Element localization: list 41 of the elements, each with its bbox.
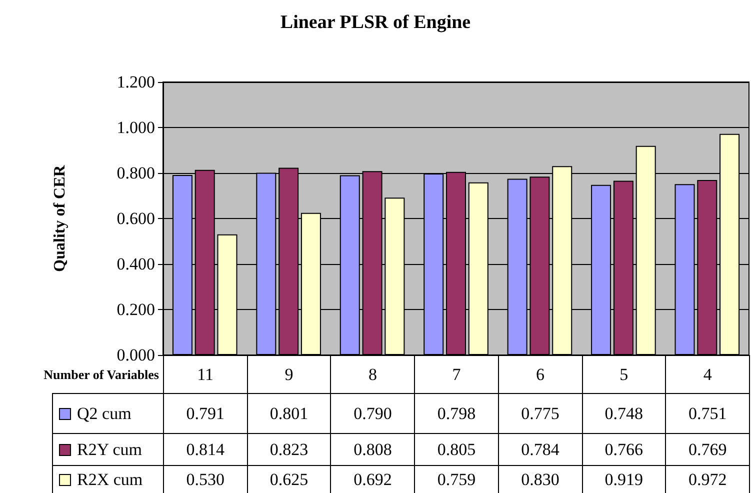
data-label: 0.748 [582, 393, 666, 434]
data-label: 0.919 [582, 465, 666, 493]
x-tick-label: 7 [414, 355, 499, 394]
data-label: 0.759 [414, 465, 499, 493]
data-label: 0.530 [163, 465, 248, 493]
legend-label: R2Y cum [77, 440, 142, 460]
data-label: 0.775 [498, 393, 583, 434]
data-label: 0.823 [246, 433, 332, 466]
y-tick-label: 0.000 [116, 346, 155, 364]
data-label: 0.972 [665, 465, 750, 493]
data-label: 0.751 [665, 393, 750, 434]
data-label: 0.766 [582, 433, 666, 466]
y-tick-label: 1.000 [116, 118, 155, 137]
data-label: 0.790 [330, 393, 416, 434]
data-label: 0.791 [163, 393, 248, 434]
data-label: 0.808 [330, 433, 416, 466]
legend-label: Q2 cum [77, 404, 132, 424]
data-label: 0.769 [665, 433, 750, 466]
data-label: 0.830 [498, 465, 583, 493]
x-tick-label: 8 [330, 355, 416, 394]
x-axis-title: Number of Variables [44, 367, 159, 383]
data-label: 0.814 [163, 433, 248, 466]
x-tick-label: 11 [163, 355, 248, 394]
y-axis-title: Quality of CER [52, 164, 68, 272]
legend-label: R2X cum [77, 470, 143, 490]
x-tick-label: 4 [665, 355, 750, 394]
y-tick-label: 0.400 [116, 254, 155, 274]
data-label: 0.692 [330, 465, 416, 493]
data-label: 0.798 [414, 393, 499, 434]
y-tick-label: 0.200 [116, 300, 155, 319]
data-label: 0.805 [414, 433, 499, 466]
data-label: 0.625 [246, 465, 332, 493]
data-label: 0.784 [498, 433, 583, 466]
chart-title: Linear PLSR of Engine [280, 12, 471, 33]
x-tick-label: 6 [498, 355, 583, 394]
y-tick-label: 0.600 [116, 209, 155, 228]
x-tick-label: 5 [582, 355, 666, 394]
data-label: 0.801 [246, 393, 332, 434]
y-tick-label: 1.200 [116, 72, 155, 92]
y-tick-label: 0.800 [116, 164, 155, 182]
x-tick-label: 9 [246, 355, 332, 394]
